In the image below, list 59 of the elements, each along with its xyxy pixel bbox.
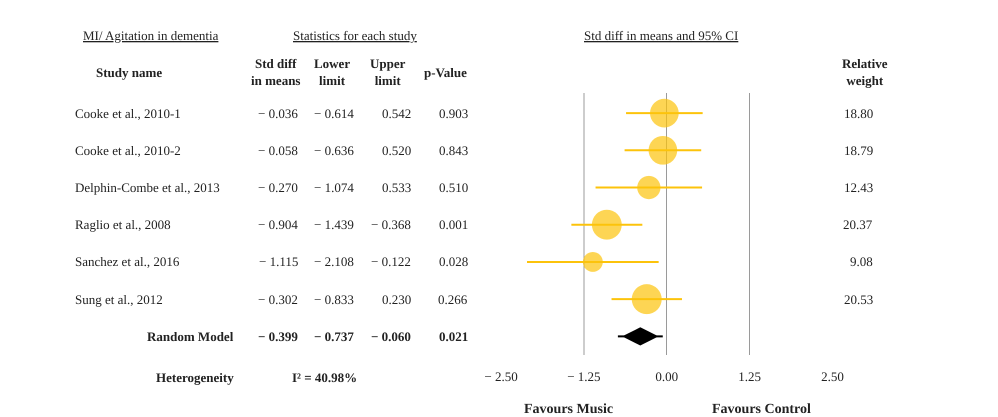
text: Study name (96, 65, 162, 80)
x-tick-label: 2.50 (821, 369, 844, 384)
text: − 0.302 (258, 292, 298, 307)
x-tick-label: − 1.25 (567, 369, 601, 384)
category-label: Relative weight (842, 56, 888, 88)
category-label: Sung et al., 2012 (75, 292, 163, 307)
category-label: Cooke et al., 2010-1 (75, 106, 181, 121)
text: Statistics for each study (293, 28, 418, 43)
text: − 0.636 (314, 143, 354, 158)
text: Favours Control (712, 402, 812, 417)
text: − 0.737 (314, 329, 354, 344)
text: 0.028 (439, 254, 468, 269)
text: − 1.115 (259, 254, 298, 269)
text: 0.230 (382, 292, 412, 307)
category-label: Delphin-Combe et al., 2013 (75, 180, 220, 195)
text: − 0.368 (371, 217, 411, 232)
text: 0.510 (439, 180, 468, 195)
text: 0.266 (438, 292, 468, 307)
text: − 0.399 (258, 329, 298, 344)
category-label: Lower limit (314, 56, 350, 88)
text: − 0.904 (258, 217, 298, 232)
text: 18.80 (844, 106, 874, 121)
text: − 0.833 (314, 292, 354, 307)
text: 9.08 (850, 254, 873, 269)
text: − 1.074 (314, 180, 354, 195)
text: 0.520 (382, 143, 412, 158)
x-tick-label: 1.25 (738, 369, 761, 384)
text: − 1.439 (314, 217, 354, 232)
chart-title: Std diff in means and 95% CI (584, 28, 738, 43)
category-label: Std diff in means (251, 56, 300, 88)
text: 12.43 (844, 180, 874, 195)
category-label: Cooke et al., 2010-2 (75, 143, 181, 158)
text: 0.903 (439, 106, 468, 121)
text: − 0.122 (371, 254, 411, 269)
text: − 2.108 (314, 254, 354, 269)
text: 0.001 (439, 217, 468, 232)
text: 0.021 (439, 329, 468, 344)
x-tick-label: − 2.50 (484, 369, 518, 384)
text: 20.37 (843, 217, 872, 232)
text: Heterogeneity (156, 370, 234, 385)
text: − 0.060 (371, 329, 411, 344)
category-label: Upper limit (370, 56, 406, 88)
category-label: Raglio et al., 2008 (75, 217, 171, 232)
text: − 0.058 (258, 143, 298, 158)
category-label: Random Model (147, 329, 234, 344)
x-tick-label: 0.00 (655, 369, 678, 384)
category-label: Sanchez et al., 2016 (75, 254, 180, 269)
text: 20.53 (844, 292, 874, 307)
category-label: p-Value (424, 65, 468, 80)
text: 0.843 (439, 143, 468, 158)
text: I² = 40.98% (292, 370, 358, 385)
text: − 0.614 (314, 106, 354, 121)
text: 0.533 (382, 180, 412, 195)
text: − 0.036 (258, 106, 298, 121)
text: 0.542 (382, 106, 412, 121)
text: − 0.270 (258, 180, 298, 195)
text: Favours Music (524, 402, 614, 417)
text: MI/ Agitation in dementia (83, 28, 219, 43)
text: 18.79 (844, 143, 874, 158)
